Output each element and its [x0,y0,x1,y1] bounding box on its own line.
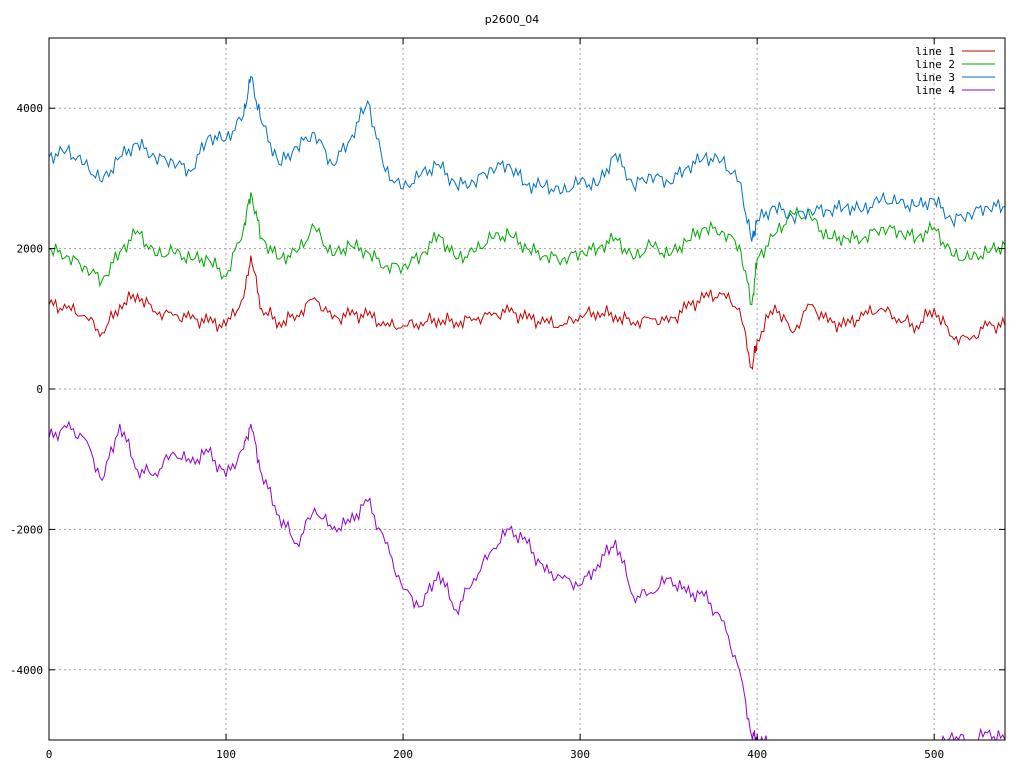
legend-label: line 2 [915,58,955,71]
series-layer [49,75,1005,740]
series-line-2 [49,192,1005,306]
x-tick-label: 0 [46,748,53,761]
series-line-3 [49,75,1005,242]
y-tick-label: -2000 [10,523,43,536]
chart-title: p2600_04 [485,13,539,26]
x-tick-label: 500 [924,748,944,761]
series-line-1 [49,255,1005,371]
y-tick-label: -4000 [10,664,43,677]
legend-label: line 4 [915,84,955,97]
grid-layer [49,38,1005,740]
y-tick-label: 4000 [17,102,44,115]
y-tick-label: 0 [36,383,43,396]
x-tick-label: 400 [747,748,767,761]
plot-frame [48,37,1006,741]
legend-label: line 1 [915,45,955,58]
tick-layer: 0 100 200 300 400 500 -4000 -2000 0 2000 4000 [10,38,1005,761]
x-tick-label: 200 [393,748,413,761]
x-tick-label: 100 [216,748,236,761]
y-tick-label: 2000 [17,243,44,256]
series-line-4 [49,420,1005,740]
x-tick-label: 300 [570,748,590,761]
legend-label: line 3 [915,71,955,84]
